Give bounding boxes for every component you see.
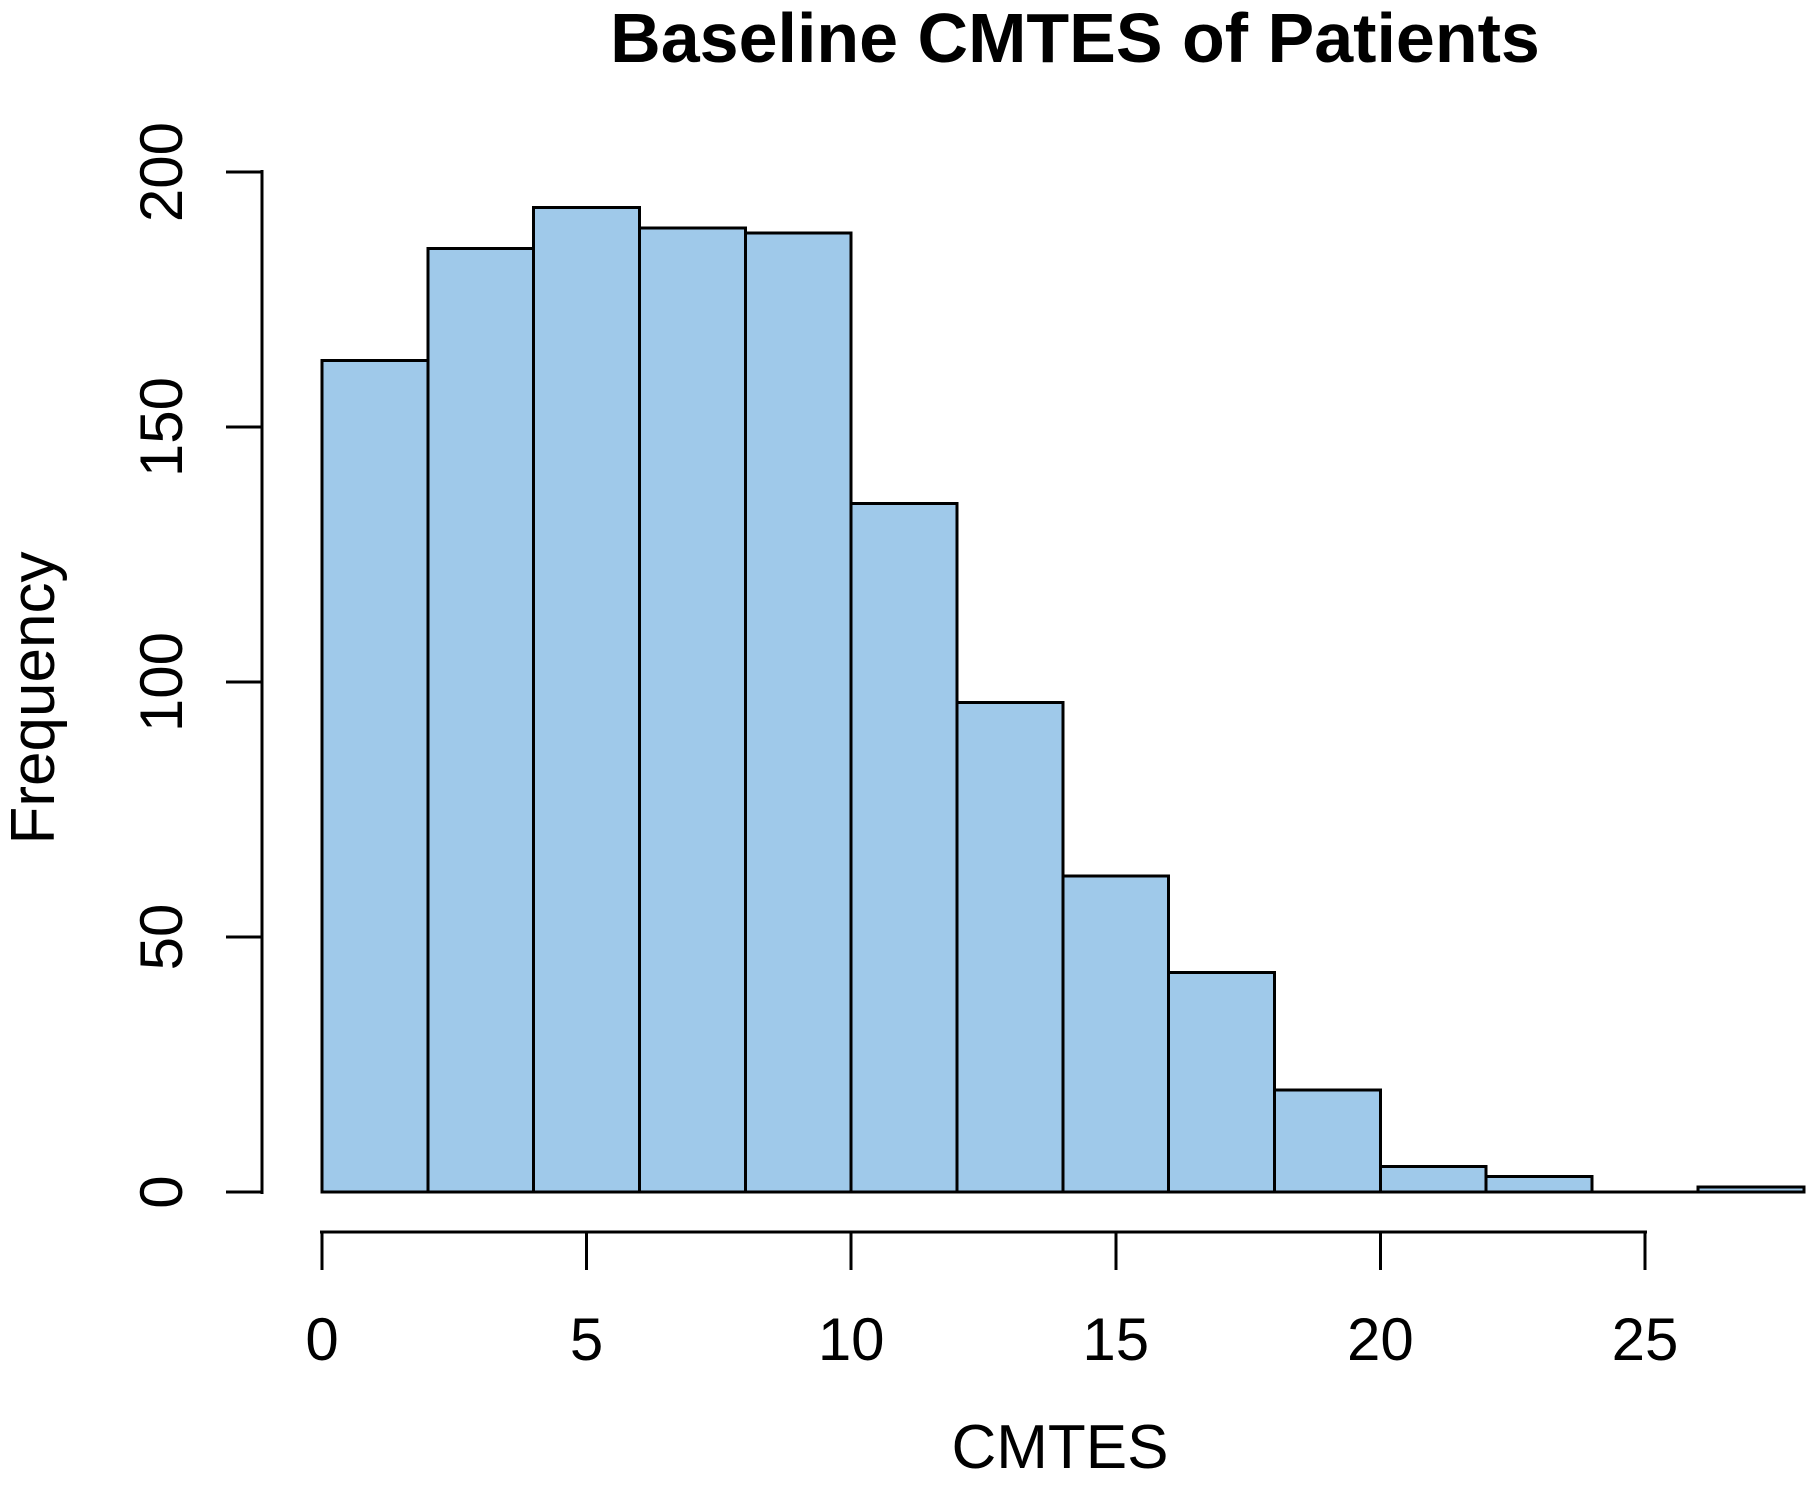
histogram-bar [1061, 874, 1171, 1194]
x-tick-label: 15 [1082, 1306, 1149, 1373]
axes-group: 0 50 100 150 200 0 5 10 15 20 25 [128, 122, 1678, 1373]
histogram-bar [1696, 1185, 1806, 1194]
y-tick-label: 100 [128, 632, 195, 732]
y-tick-label: 200 [128, 122, 195, 222]
histogram-bar [1273, 1088, 1382, 1194]
chart-title: Baseline CMTES of Patients [610, 0, 1540, 77]
y-axis-title: Frequency [0, 552, 68, 845]
x-axis-title: CMTES [952, 1413, 1169, 1482]
histogram-bar [638, 226, 747, 1194]
histogram-bar [320, 359, 430, 1194]
histogram-bar [426, 247, 536, 1194]
x-tick-label: 5 [570, 1306, 603, 1373]
histogram-bar [849, 502, 959, 1194]
histogram-bar [1167, 971, 1277, 1194]
y-tick-label: 0 [128, 1175, 195, 1208]
x-tick-label: 0 [305, 1306, 338, 1373]
histogram-bar [1484, 1175, 1594, 1194]
bars-group [320, 206, 1806, 1194]
histogram-bar [743, 231, 853, 1194]
histogram-bar [1378, 1165, 1488, 1194]
x-tick-label: 25 [1612, 1306, 1679, 1373]
histogram-bar [532, 206, 642, 1194]
y-tick-label: 50 [128, 904, 195, 971]
x-tick-label: 20 [1347, 1306, 1414, 1373]
histogram-bar [955, 700, 1065, 1194]
y-tick-label: 150 [128, 377, 195, 477]
x-tick-label: 10 [818, 1306, 885, 1373]
